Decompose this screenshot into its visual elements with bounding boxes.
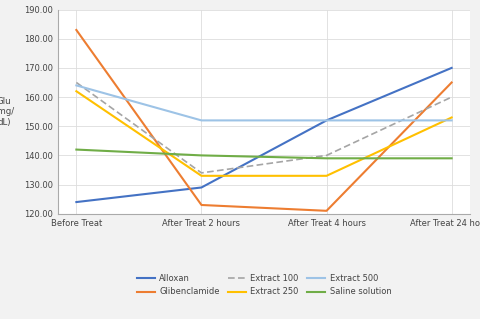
Extract 500 — [324, 118, 329, 122]
Saline solution — [449, 156, 455, 160]
Extract 100 — [73, 81, 79, 85]
Glibenclamide — [449, 81, 455, 85]
Saline solution — [73, 148, 79, 152]
Extract 250 — [449, 115, 455, 119]
Line: Glibenclamide: Glibenclamide — [76, 30, 452, 211]
Y-axis label: Glu
(mg/
dL): Glu (mg/ dL) — [0, 97, 14, 127]
Line: Extract 250: Extract 250 — [76, 91, 452, 176]
Saline solution — [199, 153, 204, 157]
Alloxan — [73, 200, 79, 204]
Line: Extract 500: Extract 500 — [76, 85, 452, 120]
Extract 100 — [199, 171, 204, 175]
Line: Extract 100: Extract 100 — [76, 83, 452, 173]
Line: Alloxan: Alloxan — [76, 68, 452, 202]
Extract 500 — [199, 118, 204, 122]
Glibenclamide — [73, 28, 79, 32]
Extract 100 — [324, 153, 329, 157]
Line: Saline solution: Saline solution — [76, 150, 452, 158]
Alloxan — [199, 186, 204, 189]
Saline solution — [324, 156, 329, 160]
Extract 500 — [449, 118, 455, 122]
Extract 250 — [199, 174, 204, 178]
Extract 100 — [449, 95, 455, 99]
Extract 250 — [324, 174, 329, 178]
Extract 250 — [73, 89, 79, 93]
Glibenclamide — [199, 203, 204, 207]
Glibenclamide — [324, 209, 329, 213]
Alloxan — [324, 118, 329, 122]
Legend: Alloxan, Glibenclamide, Extract 100, Extract 250, Extract 500, Saline solution: Alloxan, Glibenclamide, Extract 100, Ext… — [133, 271, 395, 300]
Extract 500 — [73, 84, 79, 87]
Alloxan — [449, 66, 455, 70]
